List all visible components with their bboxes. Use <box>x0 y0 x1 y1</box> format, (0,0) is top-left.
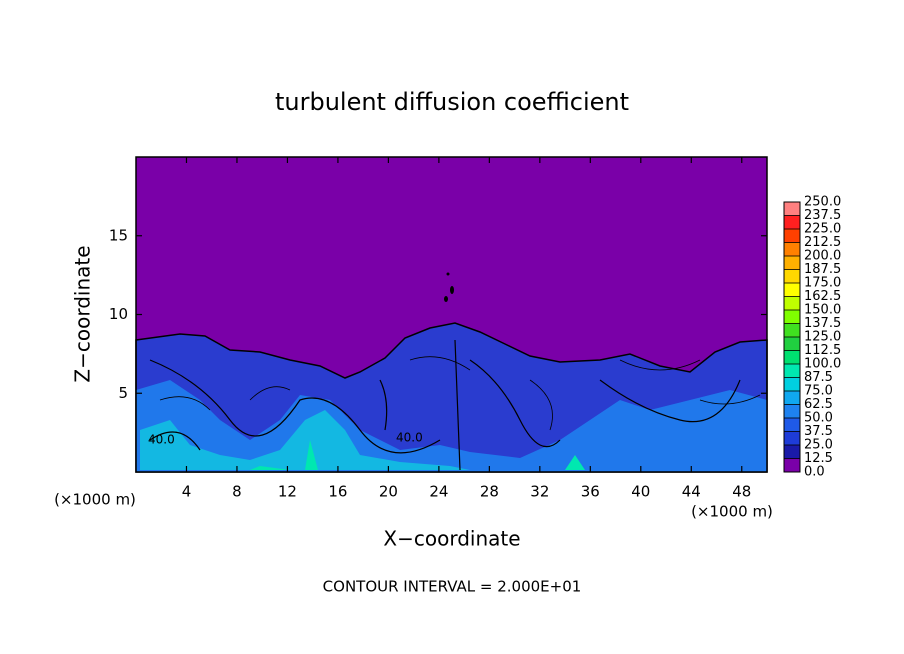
colorbar-band <box>784 350 800 364</box>
colorbar-label: 225.0 <box>804 222 841 237</box>
colorbar-band <box>784 418 800 432</box>
colorbar-label: 0.0 <box>804 465 825 480</box>
y-unit: (×1000 m) <box>691 503 773 521</box>
colorbar-label: 175.0 <box>804 276 841 291</box>
x-axis-label: X−coordinate <box>383 527 520 551</box>
colorbar-band <box>784 445 800 459</box>
colorbar-band <box>784 458 800 472</box>
colorbar-band <box>784 391 800 405</box>
x-tick-label: 40 <box>631 483 650 501</box>
colorbar-label: 187.5 <box>804 262 841 277</box>
x-tick-label: 4 <box>182 483 192 501</box>
colorbar-label: 237.5 <box>804 208 841 223</box>
x-tick-label: 36 <box>581 483 600 501</box>
x-tick-label: 48 <box>732 483 751 501</box>
x-tick-label: 44 <box>682 483 701 501</box>
contour-line <box>149 339 741 471</box>
colorbar-band <box>784 256 800 270</box>
colorbar-band <box>784 310 800 324</box>
colorbar-label: 37.5 <box>804 424 833 439</box>
colorbar-label: 200.0 <box>804 249 841 264</box>
colorbar-label: 87.5 <box>804 370 833 385</box>
colorbar-band <box>784 269 800 283</box>
contour-label: 40.0 <box>396 431 423 445</box>
x-tick-label: 12 <box>278 483 297 501</box>
colorbar-band <box>784 364 800 378</box>
colorbar-band <box>784 202 800 216</box>
colorbar-label: 112.5 <box>804 343 841 358</box>
note: CONTOUR INTERVAL = 2.000E+01 <box>323 578 582 596</box>
colorbar-band <box>784 229 800 243</box>
x-tick-label: 32 <box>530 483 549 501</box>
colorbar-band <box>784 337 800 351</box>
field-region <box>140 410 470 470</box>
y-tick-label: 5 <box>118 384 128 402</box>
x-tick-label: 28 <box>480 483 499 501</box>
y-tick-label: 10 <box>109 305 128 323</box>
x-unit: (×1000 m) <box>54 491 136 509</box>
colorbar-label: 50.0 <box>804 411 833 426</box>
contour-island <box>450 286 454 294</box>
x-tick-label: 8 <box>232 483 242 501</box>
colorbar-label: 62.5 <box>804 397 833 412</box>
colorbar-band <box>784 377 800 391</box>
x-tick-label: 24 <box>429 483 448 501</box>
contour-line <box>159 356 761 431</box>
colorbar-band <box>784 404 800 418</box>
colorbar-band <box>784 215 800 229</box>
contour-island <box>446 272 450 276</box>
colorbar-band <box>784 296 800 310</box>
colorbar-band <box>784 323 800 337</box>
colorbar-band <box>784 283 800 297</box>
colorbar-label: 212.5 <box>804 235 841 250</box>
colorbar-label: 125.0 <box>804 330 841 345</box>
x-tick-label: 20 <box>379 483 398 501</box>
colorbar-label: 75.0 <box>804 384 833 399</box>
field <box>135 157 768 473</box>
colorbar-label: 250.0 <box>804 195 841 210</box>
colorbar-band <box>784 242 800 256</box>
colorbar-label: 150.0 <box>804 303 841 318</box>
colorbar-label: 25.0 <box>804 438 833 453</box>
colorbar-label: 100.0 <box>804 357 841 372</box>
contour-label: 40.0 <box>148 433 175 447</box>
y-axis-label: Z−coordinate <box>71 245 95 382</box>
colorbar-label: 162.5 <box>804 289 841 304</box>
colorbar-band <box>784 431 800 445</box>
contour-island <box>444 296 448 302</box>
chart-title: turbulent diffusion coefficient <box>275 88 629 116</box>
x-tick-label: 16 <box>328 483 347 501</box>
colorbar-label: 12.5 <box>804 451 833 466</box>
colorbar-label: 137.5 <box>804 316 841 331</box>
y-tick-label: 15 <box>109 226 128 244</box>
